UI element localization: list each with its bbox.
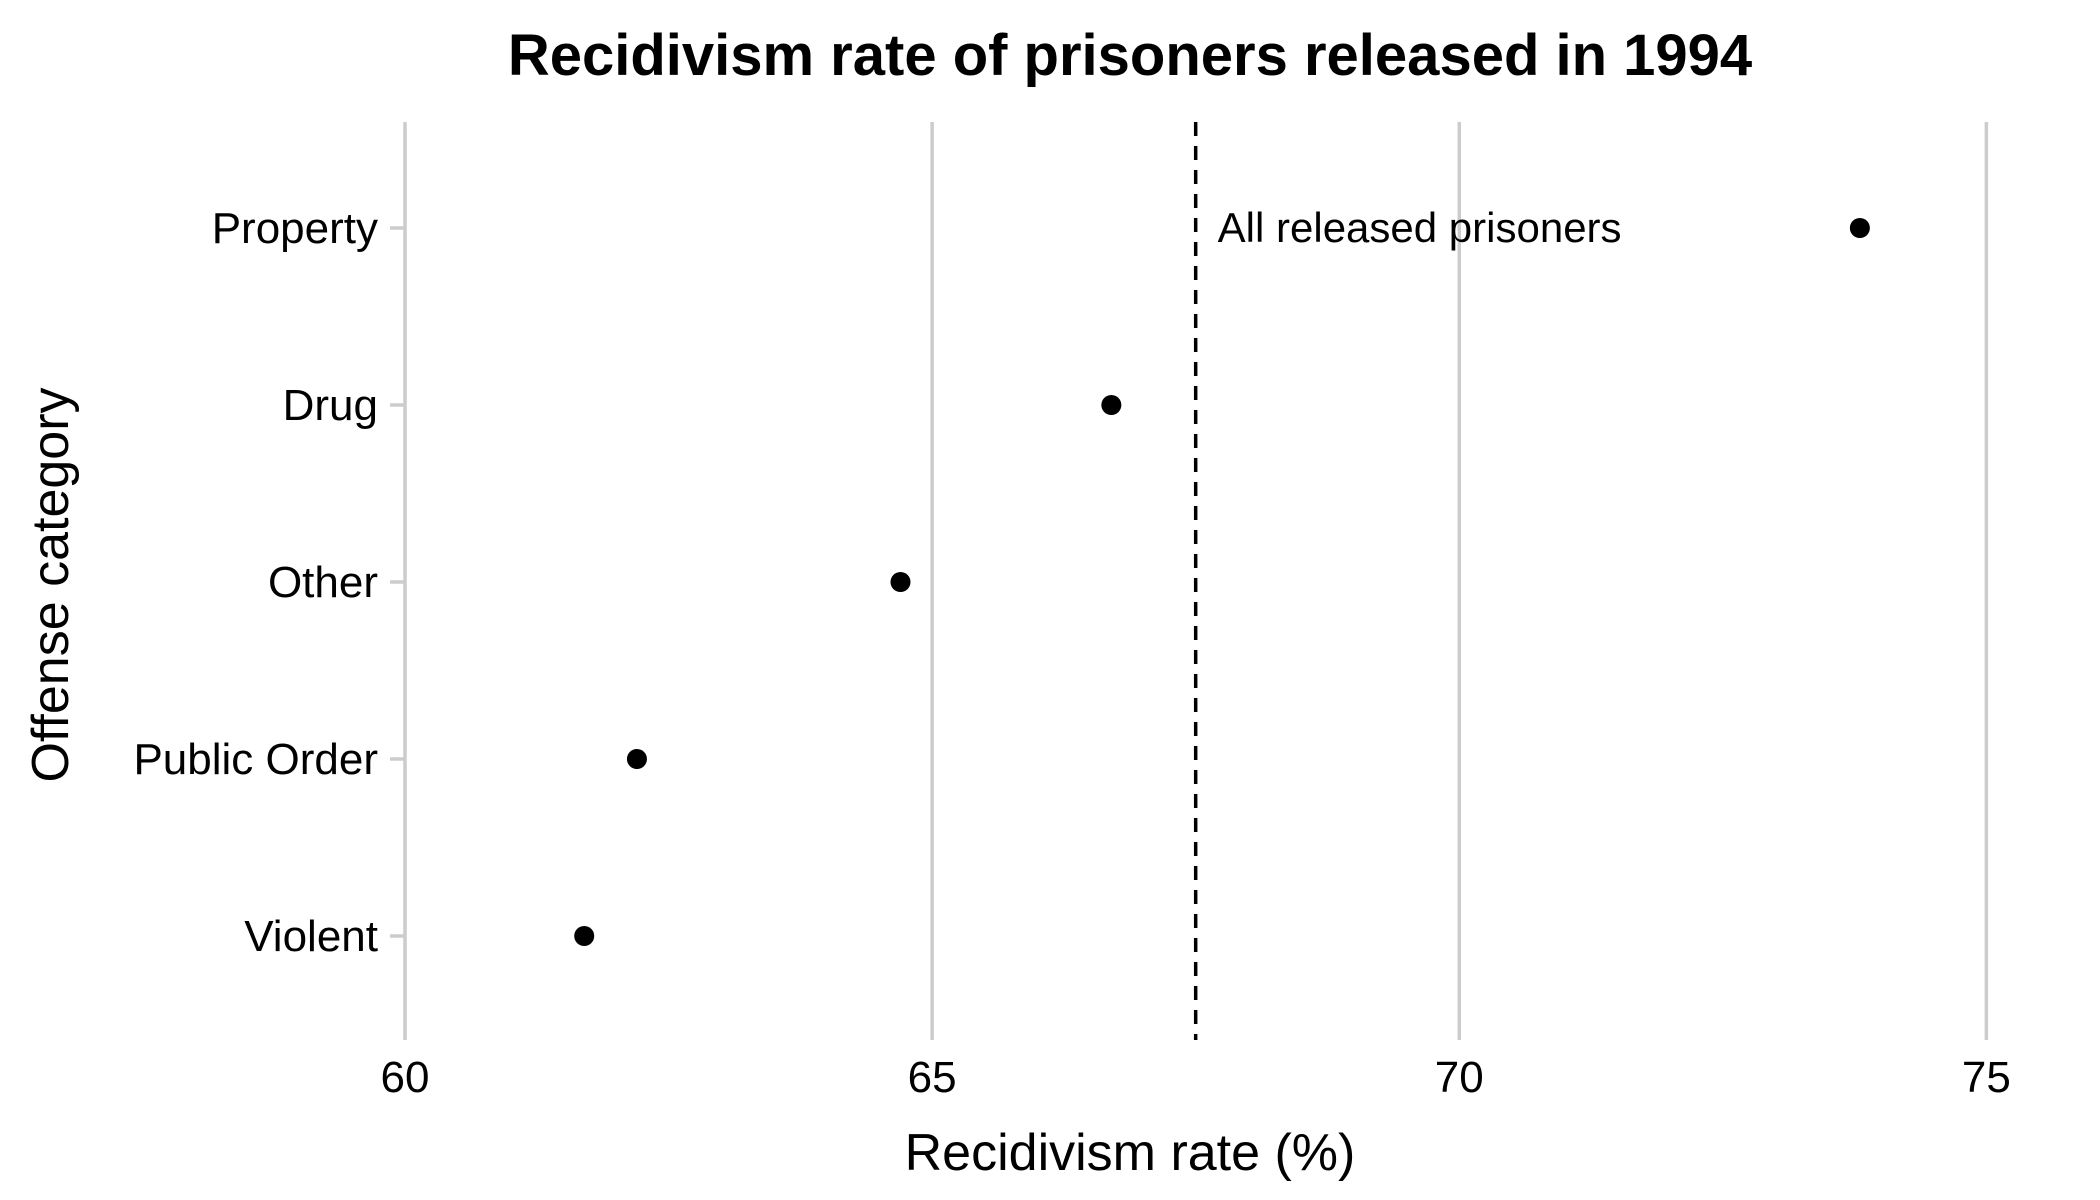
x-axis-title: Recidivism rate (%) xyxy=(905,1124,1356,1182)
y-tick-label-2: Other xyxy=(268,558,378,607)
y-tick-label-1: Drug xyxy=(283,381,378,430)
point-layer xyxy=(574,218,1870,946)
x-tick-label-70: 70 xyxy=(1435,1053,1484,1102)
x-tick-label-75: 75 xyxy=(1962,1053,2011,1102)
y-tick-label-4: Violent xyxy=(244,912,378,961)
reference-line-label: All released prisoners xyxy=(1218,204,1622,251)
chart-title: Recidivism rate of prisoners released in… xyxy=(508,23,1752,88)
x-tick-label-65: 65 xyxy=(908,1053,957,1102)
grid-layer xyxy=(390,122,1989,1040)
data-point-1 xyxy=(1101,395,1122,415)
y-tick-label-0: Property xyxy=(212,204,378,253)
y-tick-label-3: Public Order xyxy=(133,735,378,784)
reference-layer: All released prisoners xyxy=(1193,122,1622,1040)
y-axis-title: Offense category xyxy=(22,387,80,782)
data-point-2 xyxy=(890,572,911,592)
x-tick-label-60: 60 xyxy=(381,1053,430,1102)
label-layer: 60 65 70 75 Property Drug Other Public Order Vio… xyxy=(133,204,2010,1102)
data-point-4 xyxy=(574,926,595,946)
data-point-0 xyxy=(1849,218,1870,238)
data-point-3 xyxy=(626,749,647,769)
